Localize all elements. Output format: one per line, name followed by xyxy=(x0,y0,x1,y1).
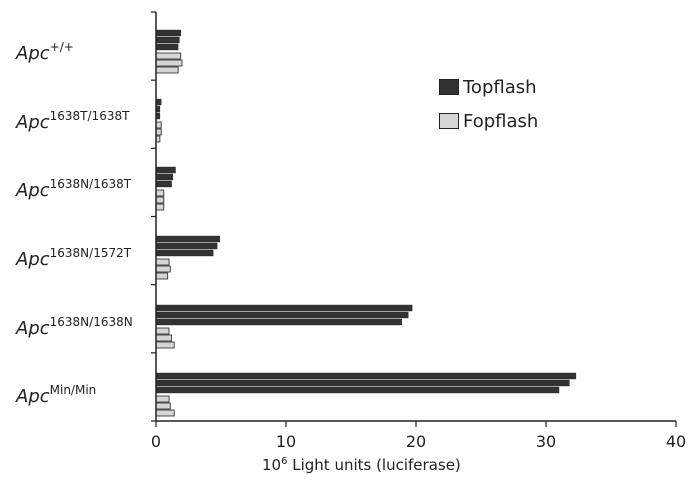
category-label-4: Apc1638N/1638N xyxy=(16,315,133,339)
bar-fopflash-2-2 xyxy=(155,203,165,211)
bar-topflash-1-0 xyxy=(155,98,162,106)
category-label-3: Apc1638N/1572T xyxy=(16,246,131,270)
bar-topflash-0-0 xyxy=(155,29,181,37)
bar-topflash-2-2 xyxy=(155,180,172,188)
bar-fopflash-5-0 xyxy=(155,395,170,403)
bar-fopflash-4-2 xyxy=(155,341,175,349)
bar-fopflash-2-1 xyxy=(155,196,165,204)
x-tick-label-3: 30 xyxy=(536,432,556,451)
bar-fopflash-1-0 xyxy=(155,121,162,129)
x-axis-label-sup: 6 xyxy=(281,456,288,467)
bar-fopflash-3-2 xyxy=(155,272,169,280)
bar-topflash-4-1 xyxy=(155,311,409,319)
bars-group xyxy=(155,29,577,417)
legend-item-topflash: Topflash xyxy=(439,70,538,104)
x-tick-label-1: 10 xyxy=(276,432,296,451)
category-label-2: Apc1638N/1638T xyxy=(16,177,131,201)
bar-topflash-2-0 xyxy=(155,166,176,174)
bar-topflash-5-0 xyxy=(155,372,577,380)
bar-fopflash-0-1 xyxy=(155,59,183,67)
bar-topflash-3-0 xyxy=(155,235,220,243)
bar-topflash-5-1 xyxy=(155,379,570,387)
axes-group: 0 10 20 30 40 xyxy=(151,11,686,451)
bar-topflash-2-1 xyxy=(155,173,174,181)
bar-topflash-5-2 xyxy=(155,386,560,394)
bar-topflash-0-2 xyxy=(155,43,179,51)
legend-label-topflash: Topflash xyxy=(463,76,537,98)
category-label-sup: Min/Min xyxy=(49,383,97,397)
legend-swatch-topflash xyxy=(439,79,459,95)
category-label-0: Apc+/+ xyxy=(16,40,74,64)
category-label-1: Apc1638T/1638T xyxy=(16,109,129,133)
bar-fopflash-4-0 xyxy=(155,327,170,335)
x-tick-label-0: 0 xyxy=(151,432,161,451)
bar-fopflash-0-2 xyxy=(155,66,179,74)
x-tick-label-2: 20 xyxy=(406,432,426,451)
bar-fopflash-5-2 xyxy=(155,409,175,417)
category-label-base: Apc xyxy=(16,180,50,201)
bar-fopflash-1-1 xyxy=(155,128,162,136)
category-label-sup: +/+ xyxy=(49,40,74,54)
bar-fopflash-3-0 xyxy=(155,258,170,266)
category-label-sup: 1638N/1638T xyxy=(49,177,132,191)
legend-swatch-fopflash xyxy=(439,113,459,129)
bar-topflash-0-1 xyxy=(155,36,180,44)
category-label-5: ApcMin/Min xyxy=(16,383,96,407)
category-label-base: Apc xyxy=(16,43,50,64)
category-label-base: Apc xyxy=(16,386,50,407)
bar-fopflash-2-0 xyxy=(155,189,165,197)
x-axis-label-rest: Light units (luciferase) xyxy=(287,456,461,474)
x-tick-label-4: 40 xyxy=(666,432,686,451)
bar-fopflash-5-1 xyxy=(155,402,171,410)
legend-item-fopflash: Fopflash xyxy=(439,104,538,138)
bar-fopflash-4-1 xyxy=(155,334,173,342)
category-label-sup: 1638N/1572T xyxy=(49,246,132,260)
legend-label-fopflash: Fopflash xyxy=(463,110,539,132)
category-label-base: Apc xyxy=(16,112,50,133)
bar-topflash-3-1 xyxy=(155,242,218,250)
category-label-base: Apc xyxy=(16,249,50,270)
bar-fopflash-3-1 xyxy=(155,265,171,273)
category-label-sup: 1638T/1638T xyxy=(49,109,130,123)
bar-topflash-4-2 xyxy=(155,318,402,326)
bar-fopflash-0-0 xyxy=(155,52,182,60)
x-axis-label-base: 10 xyxy=(262,456,282,474)
bar-topflash-3-2 xyxy=(155,249,214,257)
category-label-sup: 1638N/1638N xyxy=(49,315,133,329)
legend: Topflash Fopflash xyxy=(439,70,538,138)
bar-topflash-4-0 xyxy=(155,304,413,312)
category-label-base: Apc xyxy=(16,318,50,339)
x-axis-label: 106 Light units (luciferase) xyxy=(262,456,461,474)
